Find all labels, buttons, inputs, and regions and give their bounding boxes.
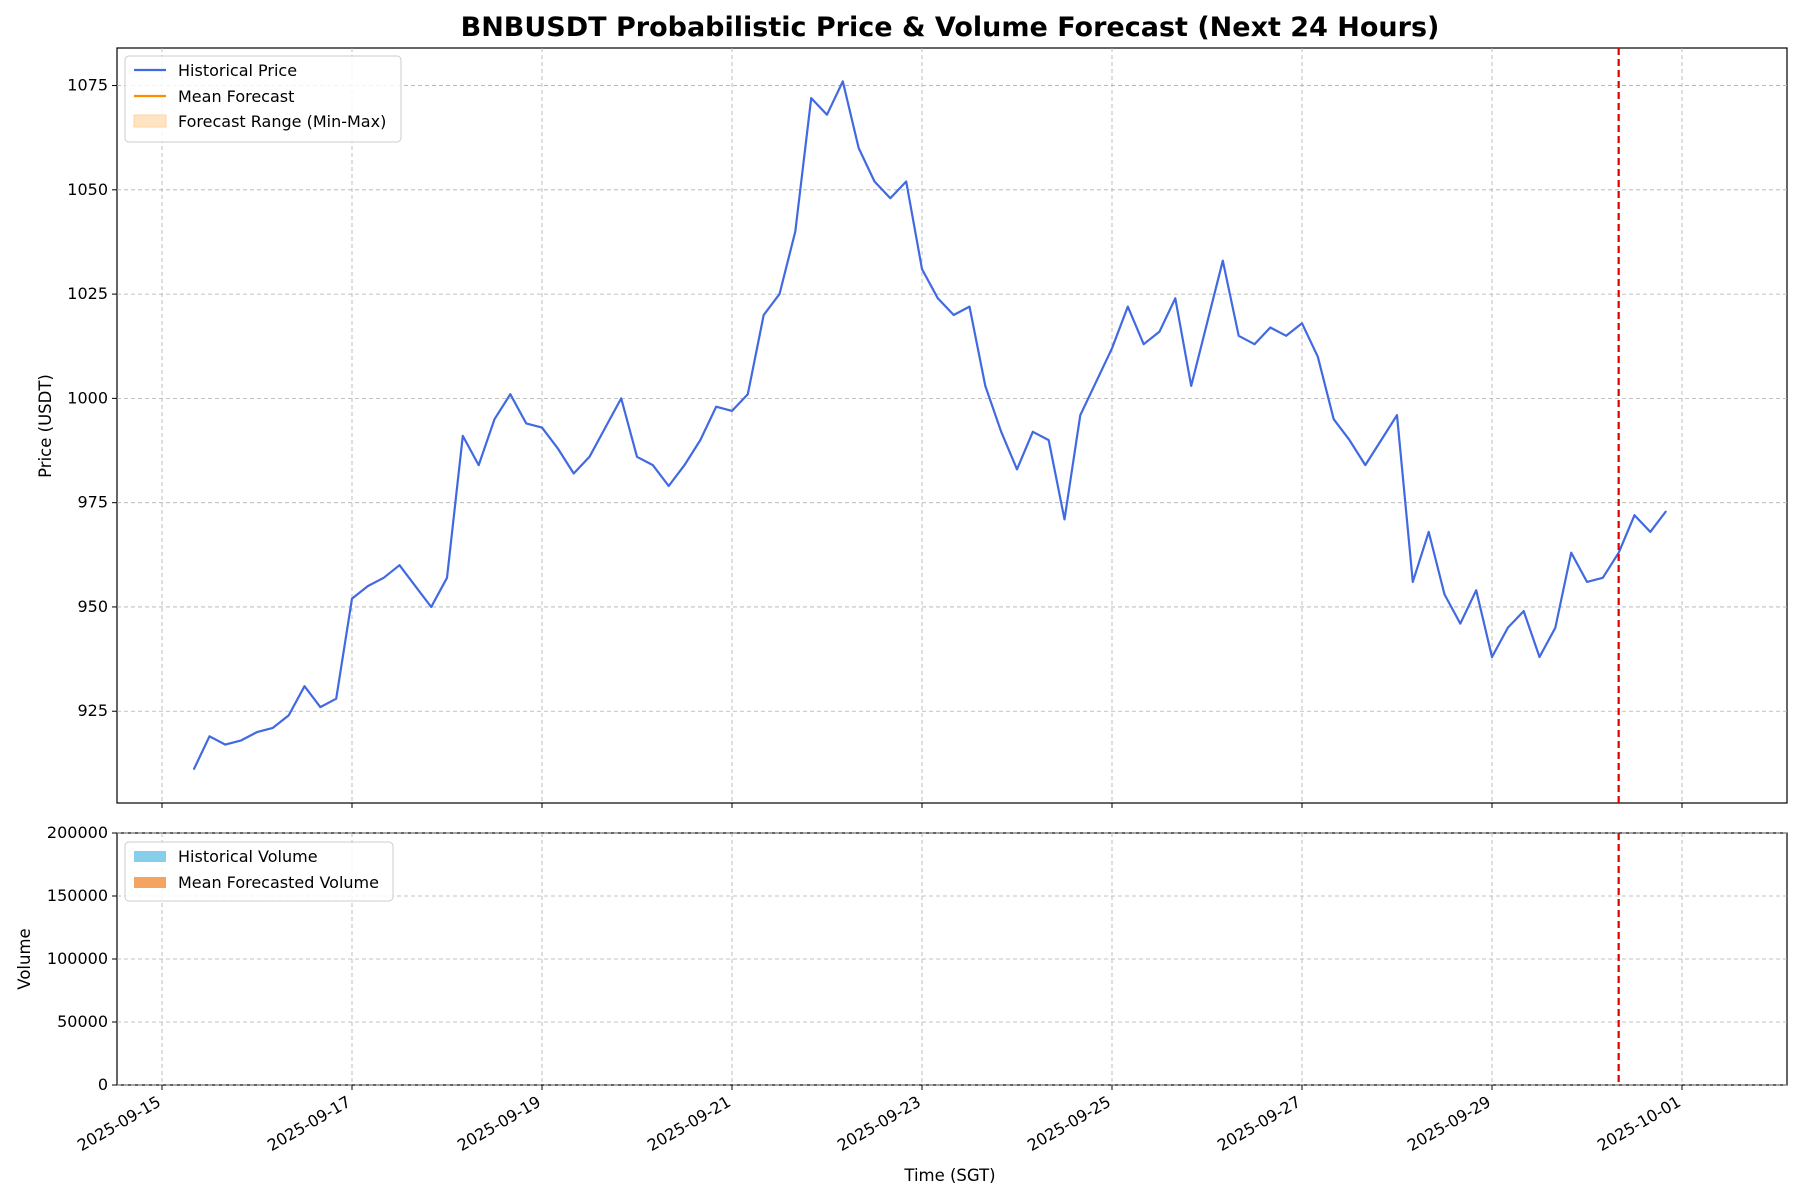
legend-forecast-range: Forecast Range (Min-Max) (178, 112, 386, 131)
x-tick-label: 2025-09-21 (644, 1092, 734, 1155)
price-y-tick-label: 975 (77, 493, 108, 512)
x-tick-label: 2025-09-15 (74, 1092, 164, 1155)
price-y-tick-label: 950 (77, 597, 108, 616)
volume-y-tick-label: 150000 (47, 886, 108, 905)
price-y-tick-label: 1075 (67, 76, 108, 95)
price-y-tick-label: 1000 (67, 388, 108, 407)
legend-historical-volume: Historical Volume (178, 847, 318, 866)
x-tick-label: 2025-09-23 (834, 1092, 924, 1155)
x-axis-label: Time (SGT) (903, 1166, 995, 1185)
x-tick-label: 2025-09-19 (454, 1092, 544, 1155)
legend-mean-forecasted-volume: Mean Forecasted Volume (178, 873, 379, 892)
price-plot-frame (116, 47, 1788, 804)
price-grid: 925 950 975 1000 1025 1050 1075 (67, 48, 1787, 808)
legend-forecast-range-swatch (133, 114, 167, 128)
legend-historical-volume-swatch (134, 851, 166, 862)
price-y-tick-label: 1025 (67, 284, 108, 303)
x-tick-label: 2025-09-27 (1214, 1092, 1304, 1155)
volume-legend: Historical Volume Mean Forecasted Volume (124, 841, 394, 902)
volume-y-tick-label: 50000 (57, 1012, 108, 1031)
volume-y-axis-label: Volume (15, 928, 34, 989)
volume-y-tick-label: 200000 (47, 823, 108, 842)
x-tick-label: 2025-09-17 (264, 1092, 354, 1155)
legend-historical-price: Historical Price (178, 61, 297, 80)
legend-mean-forecast: Mean Forecast (178, 87, 294, 106)
price-y-axis-label: Price (USDT) (36, 374, 55, 478)
volume-y-tick-label: 0 (98, 1075, 108, 1094)
x-tick-label: 2025-09-25 (1024, 1092, 1114, 1155)
volume-y-tick-label: 100000 (47, 949, 108, 968)
x-tick-label: 2025-09-29 (1404, 1092, 1494, 1155)
historical-price-line (192, 80, 1668, 771)
price-y-tick-label: 1050 (67, 180, 108, 199)
price-legend: Historical Price Mean Forecast Forecast … (124, 55, 402, 143)
legend-mean-forecasted-volume-swatch (134, 877, 166, 888)
price-legend-box (124, 55, 402, 143)
price-y-tick-label: 925 (77, 701, 108, 720)
chart-title: BNBUSDT Probabilistic Price & Volume For… (461, 12, 1440, 43)
x-tick-label: 2025-10-01 (1594, 1092, 1684, 1155)
volume-legend-box (124, 841, 394, 902)
